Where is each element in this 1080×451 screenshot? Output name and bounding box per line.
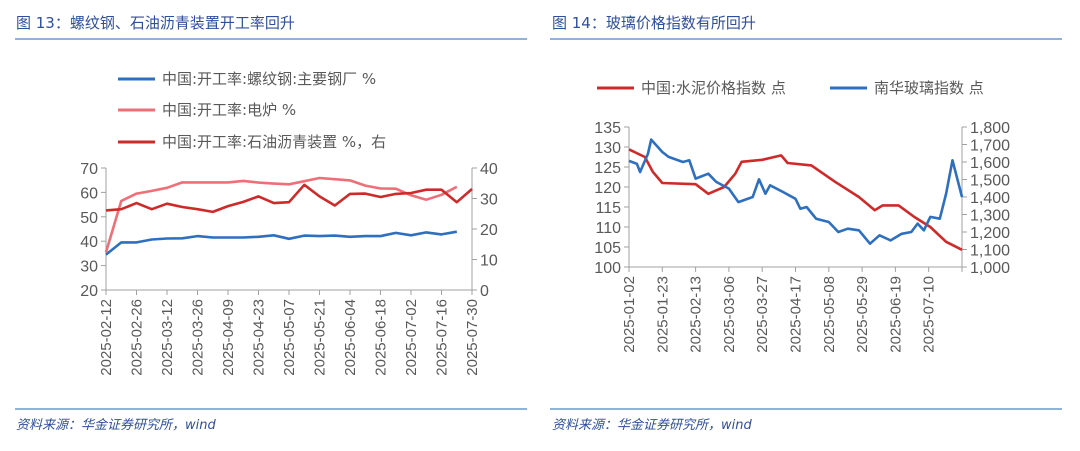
y-right-tick-label: 0 — [480, 283, 489, 300]
legend: 中国:开工率:螺纹钢:主要钢厂 % 中国:开工率:电炉 % 中国:开工率:石油沥… — [118, 70, 386, 151]
series-line-blue — [105, 230, 458, 256]
plot-area: 1001051101151201251301351,0001,1001,2001… — [594, 120, 1010, 353]
legend-label: 中国:开工率:电炉 % — [162, 101, 296, 119]
legend-label: 中国:水泥价格指数 点 — [641, 79, 786, 97]
panel-figure-13: 图 13：螺纹钢、石油沥青装置开工率回升 中国:开工率:螺纹钢:主要钢厂 % 中… — [15, 14, 527, 433]
x-tick-label: 2025-05-21 — [312, 299, 329, 376]
series-line-blue — [628, 138, 964, 245]
y-left-tick-label: 130 — [594, 140, 621, 157]
source-note: 资料来源：华金证券研究所，wind — [552, 417, 752, 433]
y-left-tick-label: 70 — [80, 161, 98, 178]
y-right-tick-label: 1,400 — [970, 190, 1010, 207]
y-right-tick-label: 1,100 — [970, 243, 1010, 260]
x-tick-label: 2025-01-02 — [621, 276, 638, 353]
x-tick-label: 2025-06-18 — [373, 299, 390, 376]
x-tick-label: 2025-02-12 — [98, 299, 115, 376]
y-left-tick-label: 115 — [595, 200, 621, 217]
x-tick-label: 2025-03-27 — [754, 276, 771, 353]
y-left-tick-label: 50 — [80, 210, 98, 227]
legend-label: 南华玻璃指数 点 — [874, 79, 984, 97]
x-tick-label: 2025-02-26 — [129, 299, 146, 376]
x-tick-label: 2025-07-16 — [434, 299, 451, 376]
y-left-tick-label: 120 — [594, 180, 621, 197]
x-tick-label: 2025-02-13 — [688, 276, 705, 353]
y-left-tick-label: 125 — [594, 160, 621, 177]
x-tick-label: 2025-07-02 — [403, 299, 420, 376]
x-tick-label: 2025-06-19 — [887, 276, 904, 353]
y-right-tick-label: 1,700 — [970, 138, 1010, 155]
x-tick-label: 2025-06-04 — [342, 299, 359, 376]
y-right-tick-label: 10 — [480, 253, 498, 270]
y-right-tick-label: 1,000 — [970, 260, 1010, 277]
source-note: 资料来源：华金证券研究所，wind — [16, 417, 216, 433]
x-tick-label: 2025-07-10 — [921, 276, 938, 353]
y-left-tick-label: 60 — [80, 185, 98, 202]
y-right-tick-label: 1,300 — [970, 208, 1010, 225]
chart-title: 图 14：玻璃价格指数有所回升 — [552, 14, 756, 32]
x-tick-label: 2025-04-09 — [220, 299, 237, 376]
x-tick-label: 2025-07-30 — [464, 299, 481, 376]
series-line-pink — [104, 176, 458, 253]
y-right-tick-label: 1,200 — [970, 225, 1010, 242]
x-tick-label: 2025-03-12 — [159, 299, 176, 376]
x-tick-label: 2025-04-17 — [788, 276, 805, 353]
y-right-tick-label: 40 — [480, 161, 498, 178]
y-left-tick-label: 105 — [594, 240, 621, 257]
x-tick-label: 2025-05-08 — [821, 276, 838, 353]
y-right-tick-label: 1,600 — [970, 155, 1010, 172]
series-line-red — [105, 183, 473, 214]
x-tick-label: 2025-04-23 — [251, 299, 268, 376]
y-right-tick-label: 30 — [480, 192, 498, 209]
legend-label: 中国:开工率:螺纹钢:主要钢厂 % — [162, 70, 376, 88]
y-right-tick-label: 1,500 — [970, 173, 1010, 190]
x-tick-label: 2025-03-26 — [190, 299, 207, 376]
y-right-tick-label: 1,800 — [970, 120, 1010, 137]
x-tick-label: 2025-05-29 — [854, 276, 871, 353]
y-left-tick-label: 110 — [595, 220, 621, 237]
x-tick-label: 2025-01-23 — [654, 276, 671, 353]
y-left-tick-label: 20 — [80, 283, 98, 300]
panel-figure-14: 图 14：玻璃价格指数有所回升 中国:水泥价格指数 点 南华玻璃指数 点 100… — [550, 14, 1062, 433]
y-right-tick-label: 20 — [480, 222, 498, 239]
y-left-tick-label: 135 — [594, 120, 621, 137]
y-left-tick-label: 30 — [80, 259, 98, 276]
legend-label: 中国:开工率:石油沥青装置 %，右 — [162, 133, 386, 151]
series-line-red — [628, 148, 963, 251]
plot-area: 20 30 40 50 60 70 0 10 20 30 40 2025-02-12 2025-02-2… — [80, 161, 498, 376]
y-left-tick-label: 40 — [80, 234, 98, 251]
x-tick-label: 2025-05-07 — [281, 299, 298, 376]
x-tick-label: 2025-03-06 — [721, 276, 738, 353]
chart-title: 图 13：螺纹钢、石油沥青装置开工率回升 — [16, 14, 295, 32]
legend: 中国:水泥价格指数 点 南华玻璃指数 点 — [597, 79, 984, 97]
y-left-tick-label: 100 — [594, 260, 621, 277]
